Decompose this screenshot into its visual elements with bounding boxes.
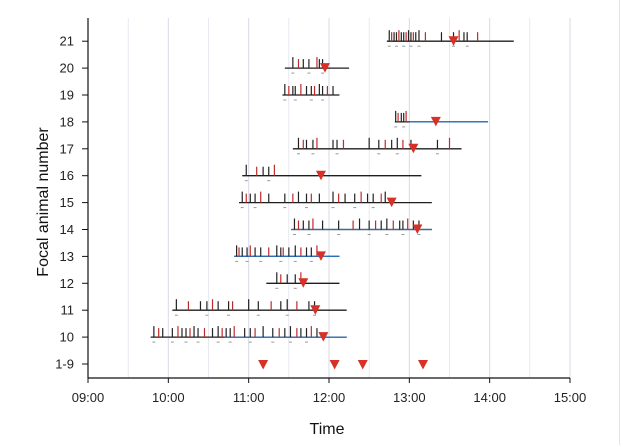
y-tick-label: 10	[60, 330, 74, 345]
y-tick-label: 16	[60, 168, 74, 183]
event-marker-triangle	[430, 116, 441, 127]
y-tick-label: 17	[60, 141, 74, 156]
row-20	[284, 57, 350, 74]
event-marker-triangle	[412, 224, 423, 234]
row-15	[239, 191, 432, 209]
y-tick-label: 18	[60, 114, 74, 129]
x-axis-title: Time	[310, 421, 345, 438]
row-14	[291, 218, 432, 235]
y-tick-label: 14	[60, 222, 74, 237]
group-marker-triangle	[417, 360, 428, 370]
rows	[150, 30, 514, 343]
event-marker-triangle	[386, 197, 397, 208]
group-marker-triangle	[329, 360, 340, 370]
y-tick-label: 13	[60, 249, 74, 264]
event-marker-triangle	[318, 332, 329, 342]
y-tick-label: 21	[60, 34, 74, 49]
x-tick-label: 15:00	[554, 390, 587, 405]
y-tick-label: 12	[60, 276, 74, 291]
x-tick-label: 09:00	[72, 390, 105, 405]
x-tick-label: 14:00	[473, 390, 506, 405]
row-10	[150, 326, 347, 343]
row-18	[394, 110, 489, 128]
y-tick-label: 19	[60, 88, 74, 103]
row-16	[242, 164, 422, 182]
y-tick-label: 1-9	[55, 357, 74, 372]
y-tick-label: 11	[61, 303, 75, 318]
x-tick-label: 11:00	[233, 390, 265, 405]
figure-frame: 09:00 10:00 11:00 12:00 13:00 14:00 15:00 1-9 1…	[35, 0, 620, 445]
x-tick-label: 10:00	[152, 390, 185, 405]
row-19	[282, 84, 340, 101]
row-11	[172, 299, 347, 316]
y-tick-label: 20	[60, 61, 74, 76]
x-tick-label: 12:00	[313, 390, 346, 405]
event-marker-triangle	[315, 170, 326, 181]
group-marker-triangle	[258, 360, 269, 370]
grid	[127, 18, 571, 378]
x-ticks: 09:00 10:00 11:00 12:00 13:00 14:00 15:00	[72, 378, 587, 405]
event-marker-triangle	[310, 305, 321, 315]
timeline-chart: 09:00 10:00 11:00 12:00 13:00 14:00 15:00 1-91…	[35, 18, 587, 438]
x-tick-label: 13:00	[393, 390, 426, 405]
row-13	[234, 245, 340, 262]
y-axis-title: Focal animal number	[35, 127, 52, 277]
row-17	[292, 137, 462, 155]
y-ticks: 1-9 10 11 12 13 14 15 16 17 18 19 20 21	[55, 34, 88, 372]
event-marker-triangle	[315, 251, 326, 261]
event-marker-triangle	[319, 63, 330, 73]
group-marker-triangle	[357, 360, 368, 370]
event-marker-triangle	[408, 143, 419, 154]
row-12	[266, 272, 340, 289]
row-21	[386, 30, 514, 47]
group-markers	[258, 360, 428, 370]
event-marker-triangle	[298, 278, 309, 288]
y-tick-label: 15	[60, 195, 74, 210]
event-marker-triangle	[448, 36, 459, 46]
